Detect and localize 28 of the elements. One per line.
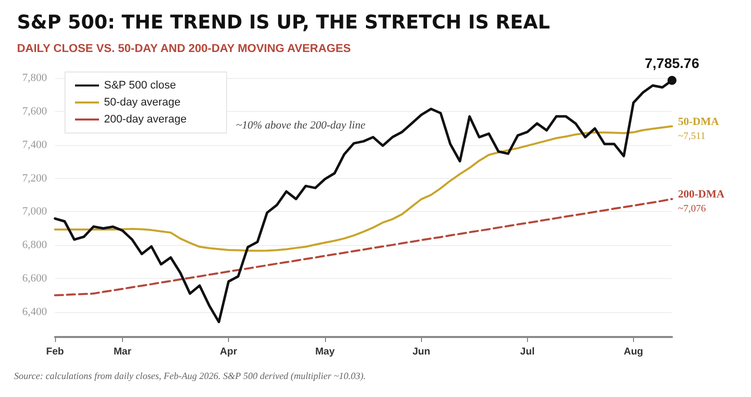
- data-label: 7,785.76: [644, 54, 700, 71]
- source-note: Source: calculations from daily closes, Feb-Aug 2026. S&P 500 derived (multiplier ~10.03).: [14, 372, 366, 382]
- x-tick-label: Jun: [412, 346, 430, 358]
- text: 200-DMA: [678, 188, 724, 200]
- x-tick-label: May: [315, 346, 336, 358]
- legend-label: S&P 500 close: [104, 80, 176, 92]
- y-tick-label: 7,000: [22, 206, 48, 218]
- x-tick-label: Aug: [624, 346, 644, 358]
- x-tick-label: Feb: [46, 346, 64, 358]
- legend-label: 200-day average: [104, 114, 187, 126]
- text: ~7,511: [678, 130, 706, 142]
- legend-label: 50-day average: [104, 96, 180, 108]
- y-tick-label: 7,400: [22, 138, 48, 151]
- y-tick-label: 6,600: [22, 272, 48, 285]
- text: 50-DMA: [678, 116, 719, 128]
- annotation: ~10% above the 200-day line: [236, 120, 366, 132]
- chart-title: S&P 500: THE TREND IS UP, THE STRETCH IS REAL: [17, 12, 550, 34]
- text: ~7,076: [678, 203, 706, 214]
- x-tick-label: Mar: [114, 346, 132, 358]
- y-tick-label: 6,400: [22, 306, 48, 318]
- y-tick-label: 7,600: [22, 105, 48, 118]
- y-tick-label: 7,800: [22, 72, 48, 84]
- y-tick-label: 7,200: [22, 172, 48, 184]
- line-series: [54, 198, 673, 296]
- x-tick-label: Apr: [220, 346, 238, 358]
- x-tick-label: Jul: [520, 346, 535, 358]
- y-tick-label: 6,800: [22, 239, 48, 252]
- chart-subtitle: DAILY CLOSE VS. 50-DAY AND 200-DAY MOVING AVERAGES: [17, 43, 352, 55]
